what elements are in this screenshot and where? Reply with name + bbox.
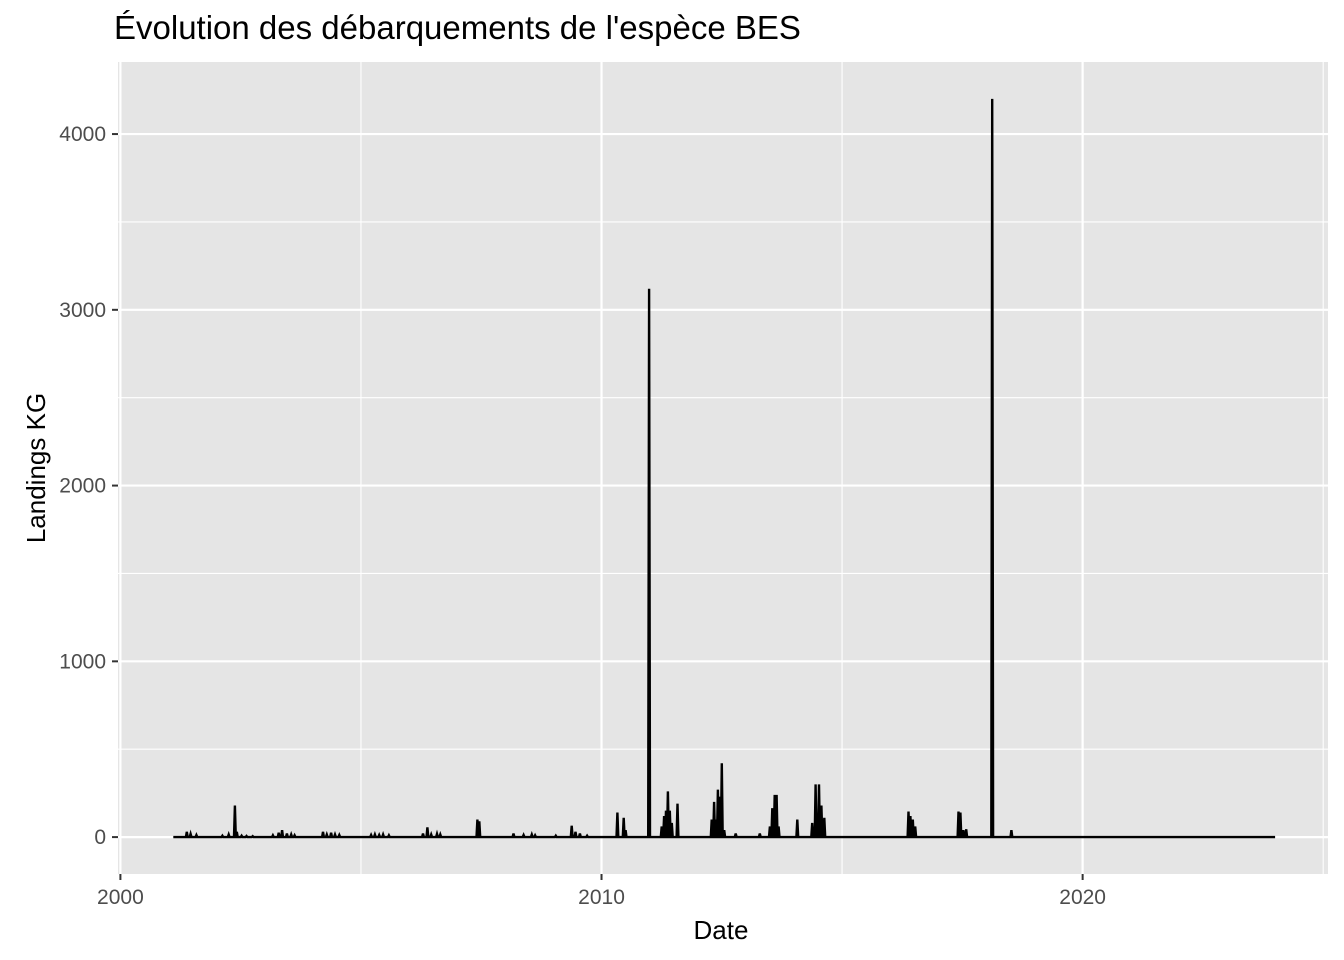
x-tick-label: 2010 [578, 886, 625, 909]
x-tick-label: 2000 [97, 886, 144, 909]
major-gridlines [118, 62, 1328, 874]
y-tick-label: 3000 [59, 299, 106, 322]
y-axis-title: Landings KG [21, 393, 51, 543]
landings-series-line [173, 98, 1276, 839]
plot-panel [118, 62, 1328, 874]
x-axis-title: Date [694, 915, 749, 945]
y-tick-label: 1000 [59, 650, 106, 673]
y-axis-ticks: 0 1000 2000 3000 4000 [59, 123, 118, 849]
y-tick-label: 0 [94, 826, 106, 849]
y-tick-label: 4000 [59, 123, 106, 146]
chart-title: Évolution des débarquements de l'espèce … [114, 9, 801, 46]
minor-gridlines [118, 62, 1328, 874]
x-tick-label: 2020 [1059, 886, 1106, 909]
x-axis-ticks: 2000 2010 2020 [97, 874, 1106, 909]
y-tick-label: 2000 [59, 475, 106, 498]
